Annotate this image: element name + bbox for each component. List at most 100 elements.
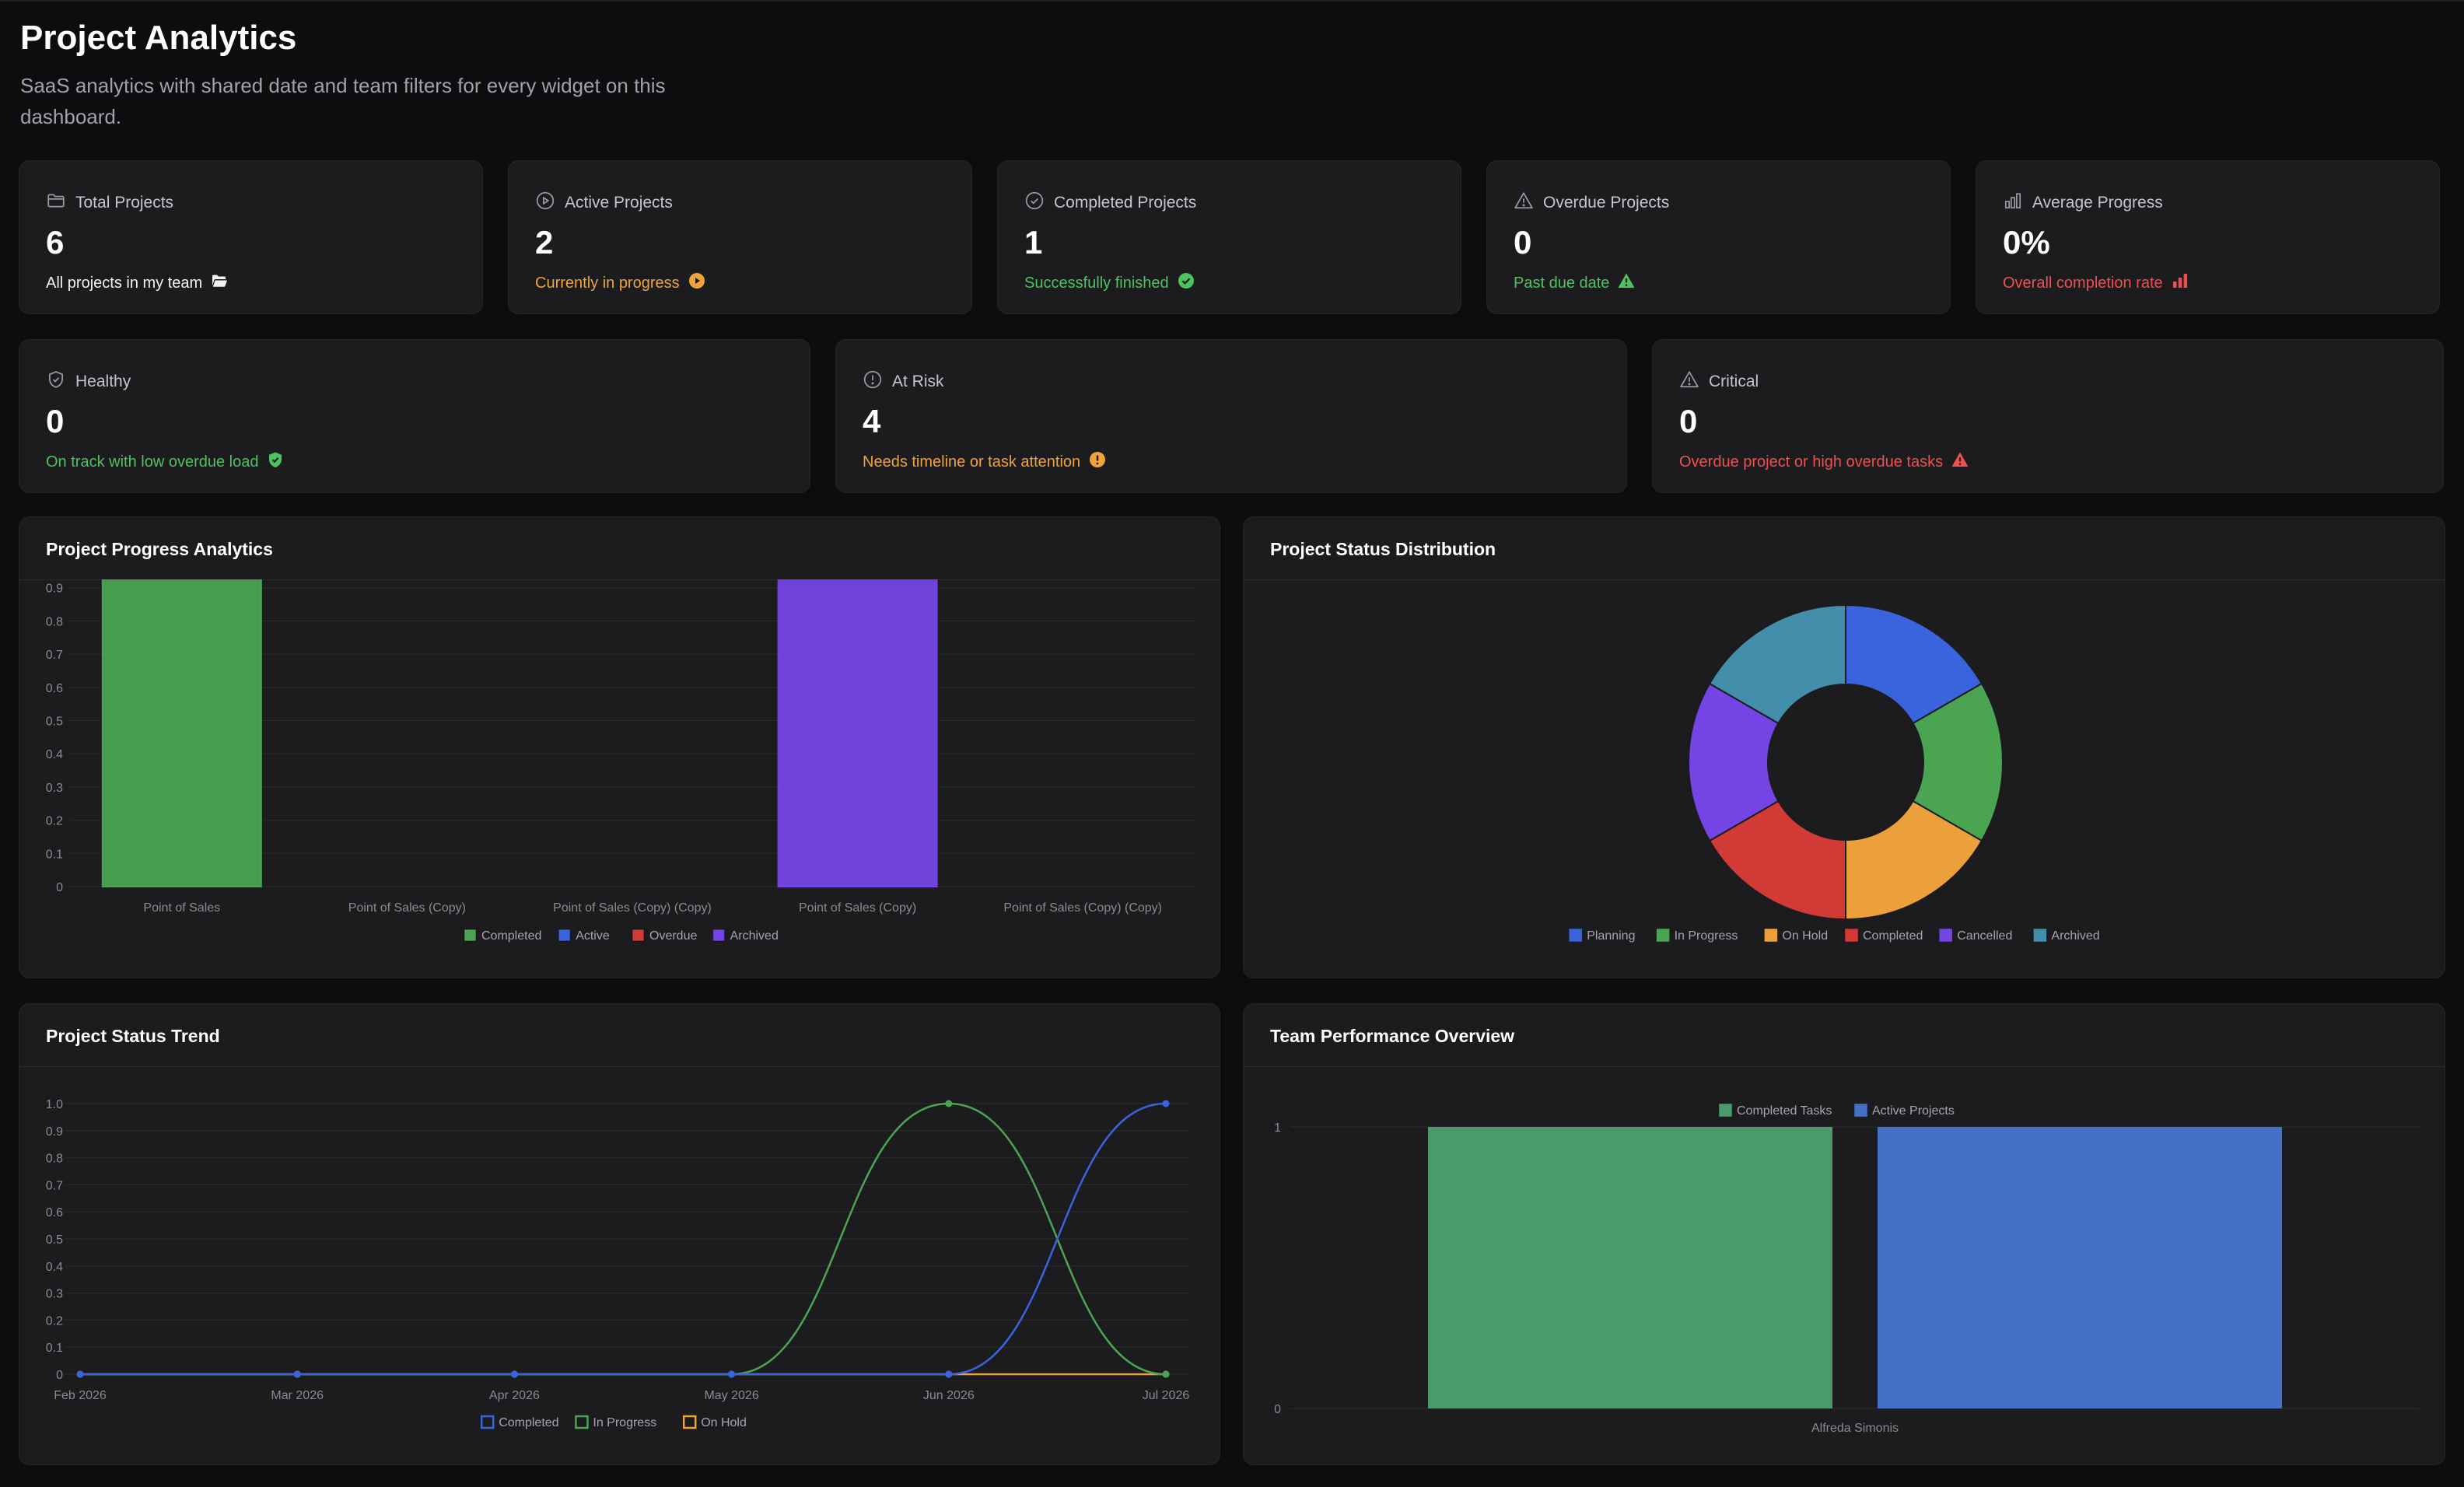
stat-subtext-label: On track with low overdue load <box>46 453 259 471</box>
stat-subtext: Needs timeline or task attention <box>863 450 1107 474</box>
warning-icon <box>1679 369 1699 394</box>
legend-item: Completed <box>464 929 541 943</box>
y-tick-label: 0.6 <box>46 1206 63 1219</box>
y-tick-label: 0.8 <box>46 1153 63 1166</box>
stat-card-completed-projects: Completed Projects 1 Successfully finish… <box>997 160 1461 314</box>
panel-title: Project Progress Analytics <box>46 539 273 559</box>
top-border <box>0 0 2464 2</box>
stat-subtext: Overdue project or high overdue tasks <box>1679 450 1969 474</box>
y-tick-label: 0.6 <box>46 682 63 695</box>
legend-swatch <box>464 929 477 942</box>
stat-subtext-label: Overall completion rate <box>2003 274 2163 292</box>
stat-label: Overdue Projects <box>1543 193 1670 212</box>
legend-swatch <box>1854 1104 1867 1117</box>
legend-swatch <box>1764 929 1778 942</box>
point-completed <box>1162 1100 1170 1107</box>
bar-chart-icon <box>2003 191 2023 215</box>
stat-subtext: On track with low overdue load <box>46 450 285 474</box>
exclamation-circle-icon <box>1088 450 1107 474</box>
point-completed <box>293 1370 301 1378</box>
y-tick-label: 0.9 <box>46 583 63 596</box>
line-completed <box>79 1102 1167 1376</box>
check-circle-icon <box>1024 191 1045 215</box>
stat-card-active-projects: Active Projects 2 Currently in progress <box>508 160 972 314</box>
x-tick-label: Mar 2026 <box>271 1389 324 1402</box>
legend-swatch <box>1845 929 1858 942</box>
legend-item: Planning <box>1569 929 1635 943</box>
y-tick-label: 0.8 <box>46 615 63 628</box>
legend-swatch <box>1719 1104 1732 1117</box>
y-tick-label: 0.1 <box>46 848 63 861</box>
stat-value: 2 <box>535 224 554 261</box>
legend-swatch <box>1656 929 1670 942</box>
legend-label: Overdue <box>649 929 697 943</box>
y-tick-label: 0.2 <box>46 1314 63 1328</box>
y-tick-label: 0.4 <box>46 748 63 761</box>
page-title: Project Analytics <box>20 19 297 57</box>
play-circle-icon <box>535 191 555 215</box>
warning-icon <box>1951 450 1969 474</box>
stat-label: Critical <box>1709 372 1759 390</box>
stat-card-healthy: Healthy 0 On track with low overdue load <box>19 339 810 493</box>
stat-value: 0 <box>1679 403 1698 439</box>
stat-subtext-label: Overdue project or high overdue tasks <box>1679 453 1944 471</box>
point-in-progress <box>945 1100 953 1107</box>
stat-card-overdue-projects: Overdue Projects 0 Past due date <box>1486 160 1951 314</box>
legend-item: Completed <box>480 1415 559 1429</box>
y-tick-label: 0.2 <box>46 815 63 828</box>
y-tick-label: 1.0 <box>46 1098 63 1111</box>
y-tick-label: 0.9 <box>46 1125 63 1139</box>
shield-icon <box>46 369 66 394</box>
legend-item: Archived <box>712 929 779 943</box>
legend-swatch <box>1569 929 1582 942</box>
y-tick-label: 0.7 <box>46 649 63 662</box>
stat-value: 0 <box>1514 224 1532 261</box>
stat-subtext: Currently in progress <box>535 271 706 295</box>
legend-label: In Progress <box>593 1416 656 1429</box>
x-tick-label: Feb 2026 <box>54 1389 107 1402</box>
stat-header: Healthy <box>46 369 131 394</box>
legend-swatch <box>712 929 726 942</box>
legend-item: In Progress <box>1656 929 1738 943</box>
stat-subtext: Overall completion rate <box>2003 271 2189 295</box>
stat-card-total-projects: Total Projects 6 All projects in my team <box>19 160 483 314</box>
stat-label: Average Progress <box>2032 193 2163 212</box>
stat-subtext-label: Past due date <box>1514 274 1610 292</box>
donut-slice-archived <box>1708 604 1846 725</box>
legend-label: Completed <box>499 1416 558 1429</box>
y-tick-label: 0 <box>1274 1403 1281 1416</box>
donut-slice-on-hold <box>1845 799 1983 921</box>
legend-swatch <box>682 1415 697 1429</box>
donut-slice-planning <box>1845 604 1983 725</box>
point-in-progress <box>1162 1370 1170 1378</box>
bar-archived <box>777 579 938 887</box>
legend-label: Completed <box>481 929 541 943</box>
y-tick-label: 0.3 <box>46 782 63 795</box>
y-tick-label: 0.3 <box>46 1288 63 1301</box>
x-tick-label: Point of Sales (Copy) <box>348 901 466 915</box>
stat-label: At Risk <box>892 372 944 390</box>
stat-header: Average Progress <box>2003 191 2163 215</box>
stat-label: Completed Projects <box>1054 193 1197 212</box>
y-tick-label: 1 <box>1274 1121 1281 1135</box>
x-tick-label: Alfreda Simonis <box>1811 1422 1899 1435</box>
stat-header: At Risk <box>863 369 944 394</box>
play-circle-icon <box>688 271 706 295</box>
legend-item: Completed <box>1845 929 1923 943</box>
bar-completed <box>101 579 262 887</box>
legend-item: On Hold <box>1764 929 1828 943</box>
project-status-distribution-panel: Project Status Distribution Planning In P… <box>1243 516 2445 978</box>
divider <box>1244 1066 2445 1067</box>
stat-card-at-risk: At Risk 4 Needs timeline or task attenti… <box>835 339 1627 493</box>
stat-header: Critical <box>1679 369 1759 394</box>
project-status-trend-panel: Project Status Trend 0 0.1 0.2 0.3 0.4 0.5 0.6… <box>19 1003 1220 1465</box>
bar-active-projects <box>1878 1127 2282 1408</box>
stat-label: Healthy <box>75 372 131 390</box>
legend-item: Cancelled <box>1939 929 2012 943</box>
legend-item: In Progress <box>575 1415 656 1429</box>
y-tick-label: 0.5 <box>46 716 63 729</box>
stat-header: Overdue Projects <box>1514 191 1669 215</box>
stat-value: 6 <box>46 224 65 261</box>
legend-swatch <box>632 929 645 942</box>
x-tick-label: Point of Sales (Copy) (Copy) <box>553 901 712 915</box>
